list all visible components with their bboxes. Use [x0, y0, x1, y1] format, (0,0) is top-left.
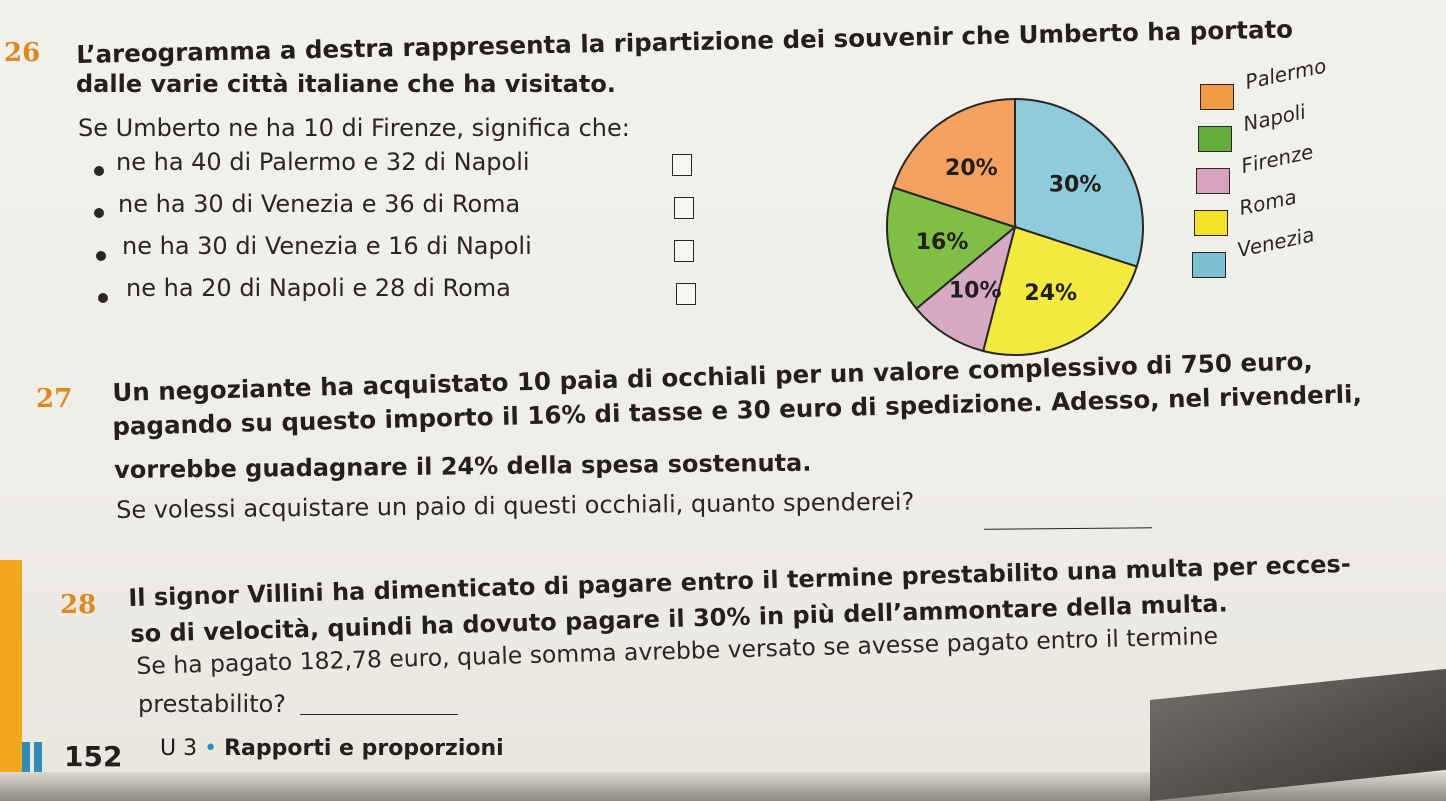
pie-chart: 30% 24% 10% 16% 20% [886, 97, 1144, 356]
pie-label-palermo: 20% [945, 156, 998, 181]
margin-color-strip [0, 560, 22, 801]
pie-label-venezia: 30% [1049, 172, 1102, 197]
exercise-number-26: 26 [4, 38, 41, 68]
option-3-checkbox[interactable] [674, 240, 694, 262]
exercise-26-title-line1: L’areogramma a destra rappresenta la rip… [76, 14, 1294, 69]
section-title: Rapporti e proporzioni [224, 736, 504, 761]
legend-swatch-firenze [1196, 168, 1230, 194]
legend-swatch-roma [1194, 210, 1228, 236]
exercise-number-28: 28 [60, 590, 97, 620]
legend-label-firenze: Firenze [1239, 139, 1316, 178]
option-1-text: ne ha 40 di Palermo e 32 di Napoli [116, 148, 530, 176]
exercise-26-question: Se Umberto ne ha 10 di Firenze, signific… [78, 114, 630, 142]
option-1-checkbox[interactable] [672, 154, 692, 176]
option-4-text: ne ha 20 di Napoli e 28 di Roma [126, 274, 511, 302]
legend-swatch-palermo [1200, 84, 1234, 110]
option-bullet [94, 208, 104, 218]
exercise-27-answer-line[interactable] [983, 527, 1153, 530]
pie-slice-napoli [886, 186, 1018, 310]
pie-label-roma: 24% [1024, 281, 1077, 306]
legend-label-roma: Roma [1237, 184, 1299, 220]
footer-unit-title: U 3 • Rapporti e proporzioni [160, 736, 504, 761]
exercise-27-question: Se volessi acquistare un paio di questi … [116, 487, 915, 524]
pie-slice-roma [981, 225, 1138, 356]
option-2-text: ne ha 30 di Venezia e 36 di Roma [118, 190, 521, 218]
pie-slice-firenze [914, 224, 1017, 353]
separator-dot: • [204, 736, 225, 761]
pie-label-napoli: 16% [916, 230, 969, 255]
exercise-27-line3: vorrebbe guadagnare il 24% della spesa s… [114, 448, 812, 484]
legend-label-palermo: Palermo [1243, 53, 1329, 94]
pie-slice-palermo [892, 97, 1016, 229]
legend-swatch-venezia [1192, 252, 1226, 278]
pie-label-firenze: 10% [949, 279, 1002, 304]
option-2-checkbox[interactable] [674, 197, 694, 219]
page-number: 152 [64, 740, 123, 773]
option-bullet [94, 166, 104, 176]
footer-marker-bar [22, 742, 30, 772]
legend-label-venezia: Venezia [1235, 222, 1317, 262]
legend-swatch-napoli [1198, 126, 1232, 152]
legend-label-napoli: Napoli [1241, 99, 1308, 136]
exercise-28-line4: prestabilito? [138, 690, 287, 718]
option-bullet [98, 293, 108, 303]
pie-slice-venezia [1014, 97, 1144, 268]
exercise-number-27: 27 [36, 384, 73, 414]
option-3-text: ne ha 30 di Venezia e 16 di Napoli [122, 232, 532, 260]
unit-label: U 3 [160, 736, 198, 761]
footer-marker-bar [34, 742, 42, 772]
option-bullet [96, 251, 106, 261]
option-4-checkbox[interactable] [676, 283, 696, 305]
exercise-26-title-line2: dalle varie città italiane che ha visita… [76, 70, 616, 98]
exercise-28-answer-line[interactable] [300, 714, 458, 715]
